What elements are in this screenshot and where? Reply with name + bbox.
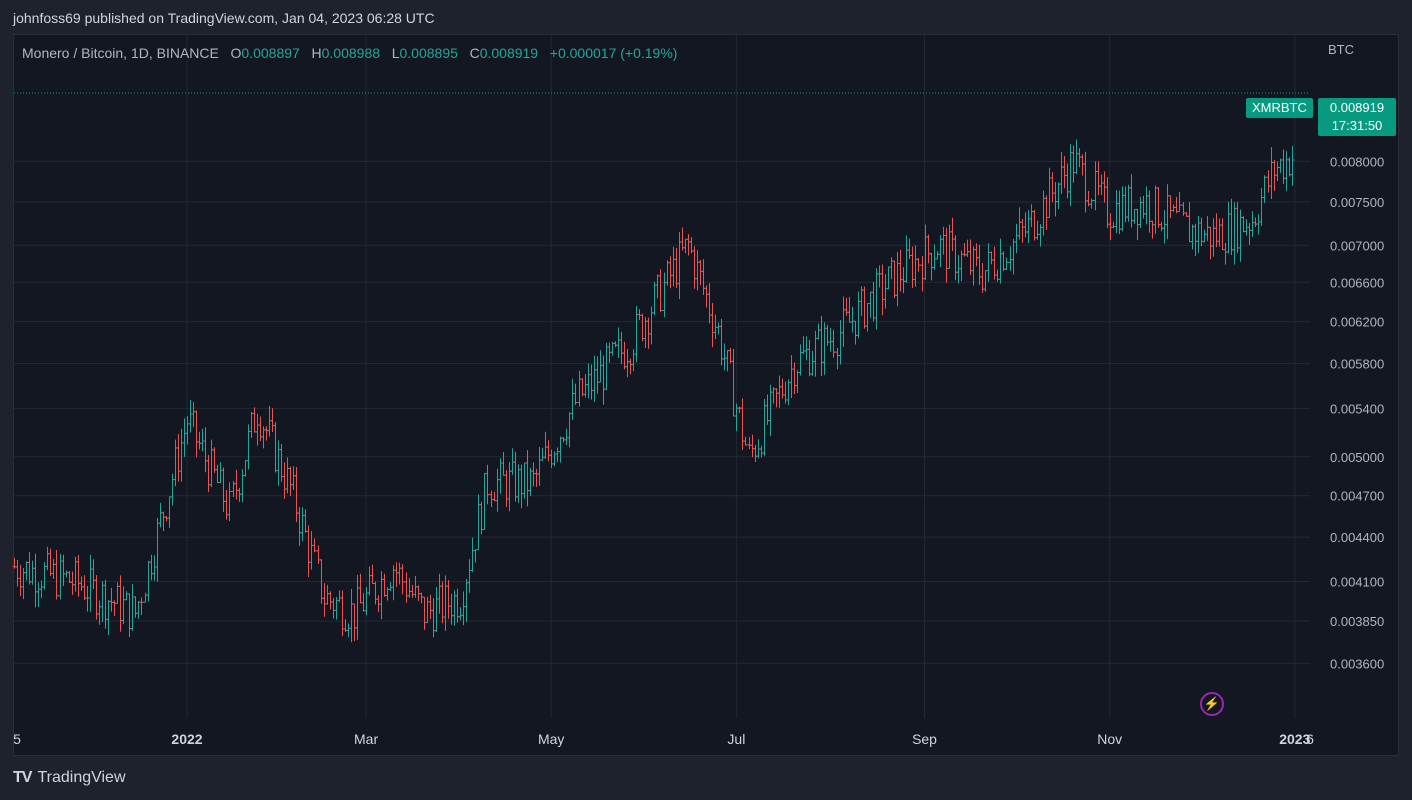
axis-currency-label: BTC bbox=[1328, 42, 1354, 57]
legend-change: +0.000017 (+0.19%) bbox=[549, 45, 678, 61]
last-price-value: 0.008919 bbox=[1329, 100, 1385, 115]
y-tick-label: 0.003850 bbox=[1330, 614, 1384, 629]
legend-open-value: 0.008897 bbox=[241, 45, 300, 61]
legend-open-label: O bbox=[230, 45, 242, 61]
publisher-line: johnfoss69 published on TradingView.com,… bbox=[13, 10, 435, 26]
x-tick-label: Sep bbox=[912, 731, 937, 747]
legend-close-label: C bbox=[469, 45, 480, 61]
y-tick-label: 0.004100 bbox=[1330, 575, 1384, 590]
y-tick-label: 0.005400 bbox=[1330, 401, 1384, 416]
y-tick-label: 0.004400 bbox=[1330, 530, 1384, 545]
y-tick-label: 0.005000 bbox=[1330, 450, 1384, 465]
y-tick-label: 0.006200 bbox=[1330, 315, 1384, 330]
x-tick-label: 5 bbox=[13, 731, 21, 747]
y-tick-label: 0.008000 bbox=[1330, 154, 1384, 169]
lightning-icon[interactable]: ⚡ bbox=[1200, 692, 1224, 716]
legend-close-value: 0.008919 bbox=[479, 45, 539, 61]
y-tick-label: 0.004700 bbox=[1330, 489, 1384, 504]
legend-low-value: 0.008895 bbox=[399, 45, 458, 61]
legend-high-value: 0.008988 bbox=[321, 45, 381, 61]
y-tick-label: 0.005800 bbox=[1330, 357, 1384, 372]
x-tick-label: May bbox=[538, 731, 564, 747]
chart-area[interactable] bbox=[13, 34, 1399, 756]
legend-high-label: H bbox=[311, 45, 322, 61]
y-tick-label: 0.006600 bbox=[1330, 275, 1384, 290]
price-chart[interactable]: 0.003600 0.003850 0.004100 0.004400 0.004700… bbox=[0, 0, 1412, 760]
ohlc-legend: Monero / Bitcoin, 1D, BINANCE O0.008897 … bbox=[22, 45, 677, 61]
symbol-price-tag: XMRBTC bbox=[1246, 98, 1313, 118]
y-tick-label: 0.003600 bbox=[1330, 656, 1384, 671]
footer-brand[interactable]: TV TradingView bbox=[13, 769, 126, 787]
x-tick-label: 2022 bbox=[171, 731, 202, 747]
footer-brand-text: TradingView bbox=[37, 769, 126, 786]
bar-countdown: 17:31:50 bbox=[1331, 118, 1383, 133]
legend-symbol[interactable]: Monero / Bitcoin, 1D, BINANCE bbox=[22, 45, 219, 61]
x-tick-label: Nov bbox=[1097, 731, 1122, 747]
y-tick-label: 0.007000 bbox=[1330, 238, 1384, 253]
y-tick-label: 0.007500 bbox=[1330, 195, 1384, 210]
x-tick-label: Mar bbox=[354, 731, 378, 747]
x-tick-label: 2023 bbox=[1279, 731, 1310, 747]
x-tick-label: 6 bbox=[1306, 731, 1314, 747]
x-tick-label: Jul bbox=[727, 731, 745, 747]
tradingview-logo-icon: TV bbox=[13, 769, 32, 786]
last-price-tag: 0.008919 17:31:50 bbox=[1318, 98, 1396, 136]
legend-low-label: L bbox=[391, 45, 400, 61]
